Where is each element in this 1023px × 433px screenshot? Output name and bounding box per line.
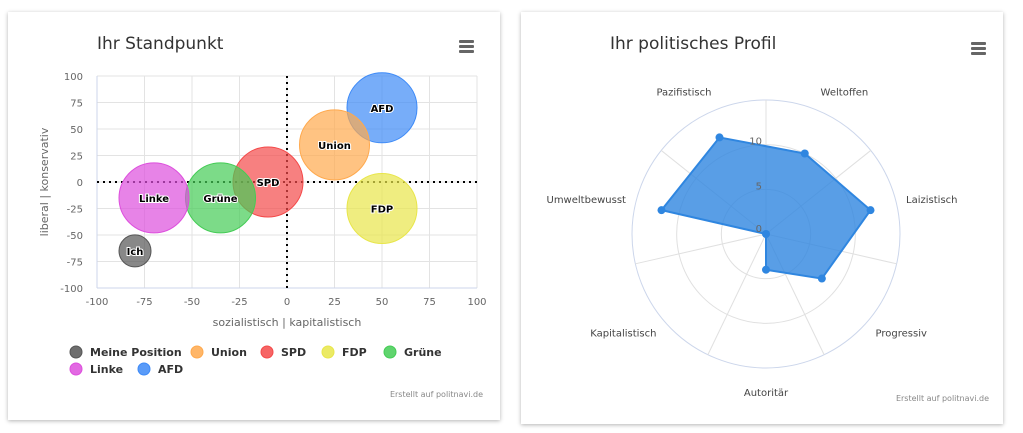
legend-symbol <box>260 345 274 359</box>
menu-icon <box>971 47 986 50</box>
chart-menu-button[interactable] <box>971 42 986 55</box>
data-point[interactable] <box>762 230 770 238</box>
legend-item[interactable]: Linke <box>69 362 123 376</box>
y-tick-label: 75 <box>70 99 83 110</box>
grid-spoke <box>707 233 767 355</box>
legend-item[interactable]: Meine Position <box>69 345 182 359</box>
legend-symbol <box>321 345 335 359</box>
menu-icon <box>459 45 474 48</box>
x-tick-label: 0 <box>284 297 290 308</box>
legend-label: Meine Position <box>90 346 182 359</box>
credits-link[interactable]: Erstellt auf politnavi.de <box>896 394 989 403</box>
radial-tick-label: 5 <box>756 181 762 192</box>
bubble-ich[interactable] <box>118 234 152 268</box>
menu-icon <box>459 50 474 53</box>
legend-item[interactable]: AFD <box>137 362 183 376</box>
legend-label: Union <box>211 346 247 359</box>
radial-tick-label: 0 <box>756 224 762 235</box>
profil-chart-card: Ihr politisches Profil 0 5 10 Weltoffen Laizi… <box>521 12 1003 424</box>
bubble-chart: Ihr Standpunkt -100 -75 -50 -25 0 25 50 75 100 -10… <box>38 34 487 399</box>
x-axis-title: sozialistisch | kapitalistisch <box>213 316 362 329</box>
bubble-union[interactable] <box>299 109 370 181</box>
category-label: Progressiv <box>876 329 927 340</box>
menu-icon <box>971 52 986 55</box>
x-tick-label: 100 <box>467 297 486 308</box>
category-label: Kapitalistisch <box>590 329 656 340</box>
bubble-label: Union <box>318 141 351 152</box>
y-tick-label: 50 <box>70 125 83 136</box>
category-label: Pazifistisch <box>656 88 711 99</box>
y-tick-label: 25 <box>70 152 83 163</box>
legend-item[interactable]: FDP <box>321 345 367 359</box>
legend-symbol <box>69 345 83 359</box>
legend-label: AFD <box>158 363 183 376</box>
x-tick-label: -25 <box>231 297 247 308</box>
legend-label: SPD <box>281 346 306 359</box>
grid-spoke <box>635 233 767 265</box>
legend-label: FDP <box>342 346 367 359</box>
x-tick-label: -75 <box>136 297 152 308</box>
data-point[interactable] <box>866 206 875 215</box>
category-label: Laizistisch <box>906 195 957 206</box>
x-tick-label: -100 <box>86 297 109 308</box>
data-point[interactable] <box>817 274 826 283</box>
bubble-afd[interactable] <box>346 72 418 144</box>
legend-item[interactable]: Union <box>190 345 247 359</box>
legend-label: Grüne <box>404 346 442 359</box>
y-tick-label: -25 <box>67 205 83 216</box>
legend-label: Linke <box>90 363 123 376</box>
y-tick-label: -100 <box>60 284 83 295</box>
radar-chart: Ihr politisches Profil 0 5 10 Weltoffen Laizi… <box>547 34 990 403</box>
y-tick-label: -75 <box>67 258 83 269</box>
x-tick-label: -50 <box>184 297 200 308</box>
y-tick-label: 100 <box>64 72 83 83</box>
bubble-label: Grüne <box>203 194 237 205</box>
bubble-label: Ich <box>127 247 144 258</box>
bubble-label: Linke <box>139 194 169 205</box>
data-point[interactable] <box>715 133 724 142</box>
legend-item[interactable]: Grüne <box>383 345 442 359</box>
legend-symbol <box>69 362 83 376</box>
data-point[interactable] <box>762 265 770 274</box>
category-label: Umweltbewusst <box>547 195 627 206</box>
x-tick-label: 50 <box>376 297 389 308</box>
category-label: Autoritär <box>744 388 789 399</box>
data-point[interactable] <box>657 206 666 215</box>
category-label: Weltoffen <box>821 88 869 99</box>
radar-area <box>659 136 872 280</box>
y-tick-label: -50 <box>67 231 83 242</box>
y-axis-title: liberal | konservativ <box>38 127 51 236</box>
chart-title: Ihr Standpunkt <box>97 34 224 54</box>
credits-link[interactable]: Erstellt auf politnavi.de <box>390 390 483 399</box>
legend-symbol <box>190 345 204 359</box>
menu-icon <box>459 40 474 43</box>
standpunkt-chart-card: Ihr Standpunkt -100 -75 -50 -25 0 25 50 75 100 -10… <box>8 12 500 420</box>
bubble-linke[interactable] <box>118 162 190 234</box>
chart-menu-button[interactable] <box>459 40 474 53</box>
legend-item[interactable]: SPD <box>260 345 306 359</box>
menu-icon <box>971 42 986 45</box>
data-point[interactable] <box>800 149 809 158</box>
x-tick-label: 75 <box>423 297 436 308</box>
bubble-fdp[interactable] <box>346 173 418 244</box>
bubble-label: SPD <box>257 178 280 189</box>
legend-symbol <box>137 362 151 376</box>
chart-title: Ihr politisches Profil <box>610 34 776 54</box>
bubble-label: AFD <box>371 104 394 115</box>
legend-symbol <box>383 345 397 359</box>
bubble-label: FDP <box>371 205 393 216</box>
x-tick-label: 25 <box>328 297 341 308</box>
y-tick-label: 0 <box>77 178 83 189</box>
radial-tick-label: 10 <box>749 137 762 148</box>
